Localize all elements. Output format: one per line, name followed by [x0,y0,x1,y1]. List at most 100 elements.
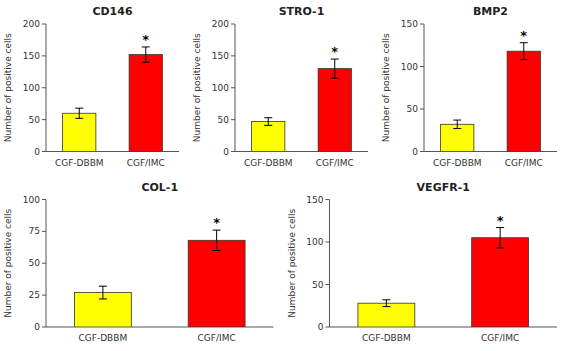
error-bar [331,59,339,78]
chart-title: STRO-1 [279,5,325,18]
y-tick [231,87,235,88]
y-tick [326,284,330,285]
x-tick-label: CGF-DBBM [79,333,128,343]
y-tick-label: 50 [407,104,419,114]
y-axis-label: Number of positive cells [3,208,13,317]
x-tick-label: CGF/IMC [505,158,543,168]
significance-marker: * [213,215,220,230]
chart-title: COL-1 [141,181,178,194]
bar [472,238,529,327]
x-tick-label: CGF-DBBM [433,158,482,168]
y-tick-label: 0 [34,147,40,157]
y-tick [420,24,424,25]
error-bar [453,120,461,129]
y-tick [42,263,46,264]
y-axis-line [424,24,425,152]
y-tick [326,199,330,200]
bar-chart: CD146Number of positive cells05010015020… [3,5,179,168]
bar-chart: COL-1 Number of positive cells 0 25 50 75 100 C… [3,181,274,344]
y-tick [42,231,46,232]
error-bar [496,228,504,248]
significance-marker: * [520,28,527,43]
y-axis-label: Number of positive cells [287,208,297,317]
y-tick-label: 50 [29,258,41,268]
bar [188,240,245,327]
x-tick-label: CGF/IMC [127,158,165,168]
bar [507,51,540,151]
y-tick-label: 50 [29,115,41,125]
y-tick [420,109,424,110]
y-tick-label: 100 [212,83,229,93]
y-tick-label: 100 [401,62,418,72]
error-bar [142,47,150,62]
y-tick-label: 100 [23,195,40,205]
y-tick-label: 75 [29,226,40,236]
x-tick-label: CGF-DBBM [244,158,293,168]
x-tick-label: CGF-DBBM [362,333,411,343]
y-tick-label: 0 [34,322,40,332]
error-bar [213,230,221,250]
y-tick [326,242,330,243]
error-bar [75,108,83,118]
y-tick-label: 0 [412,147,418,157]
plot-area [358,228,529,327]
significance-marker: * [497,213,504,228]
y-tick [42,87,46,88]
y-tick [231,55,235,56]
x-tick-label: CGF/IMC [316,158,354,168]
y-tick-label: 200 [212,19,229,29]
y-tick [231,24,235,25]
y-tick [326,327,330,328]
y-tick-label: 0 [318,322,324,332]
y-tick-label: 150 [212,51,229,61]
x-tick-label: CGF/IMC [198,333,236,343]
y-tick-label: 100 [306,237,323,247]
chart-title: CD146 [92,5,133,18]
plot-area [74,230,245,327]
y-tick [42,119,46,120]
significance-marker: * [331,44,338,59]
bar [129,55,162,152]
y-tick-label: 50 [312,280,324,290]
y-tick-label: 100 [23,83,40,93]
y-axis-label: Number of positive cells [381,33,391,142]
y-tick-label: 150 [306,195,323,205]
y-axis-line [329,200,330,328]
x-tick-label: CGF/IMC [481,333,519,343]
y-axis-label: Number of positive cells [192,33,202,142]
y-tick-label: 0 [223,147,229,157]
bar-chart: VEGFR-1 Number of positive cells 0 50 100 150… [287,181,558,344]
chart-title: VEGFR-1 [417,181,470,194]
error-bar [520,43,528,60]
plot-area [252,59,352,151]
bar [63,113,96,151]
y-tick [42,24,46,25]
y-tick [420,66,424,67]
bar-chart: BMP2 Number of positive cells 0 50 100 150 CGF… [381,5,557,168]
error-bar [99,286,107,299]
bar-chart: STRO-1 Number of positive cells 0 50 100 150 2… [192,5,368,168]
y-tick [420,151,424,152]
y-tick [42,295,46,296]
y-tick-label: 150 [23,51,40,61]
chart-title: BMP2 [473,5,508,18]
y-tick-label: 25 [29,290,40,300]
y-tick [231,151,235,152]
x-tick-label: CGF-DBBM [55,158,104,168]
plot-area [63,47,163,152]
plot-area [441,43,541,152]
y-tick [231,119,235,120]
y-tick-label: 50 [218,115,230,125]
bar [252,122,285,152]
error-bar [382,300,390,307]
error-bar [264,118,272,126]
y-tick [42,151,46,152]
y-tick [42,199,46,200]
y-axis-label: Number of positive cells [3,33,13,142]
y-tick [42,327,46,328]
y-tick-label: 150 [401,19,418,29]
bar [318,69,351,152]
y-tick [42,55,46,56]
significance-marker: * [142,32,149,47]
figure: CD146 Number of positive cells 0 50 100 150 20… [0,0,567,351]
